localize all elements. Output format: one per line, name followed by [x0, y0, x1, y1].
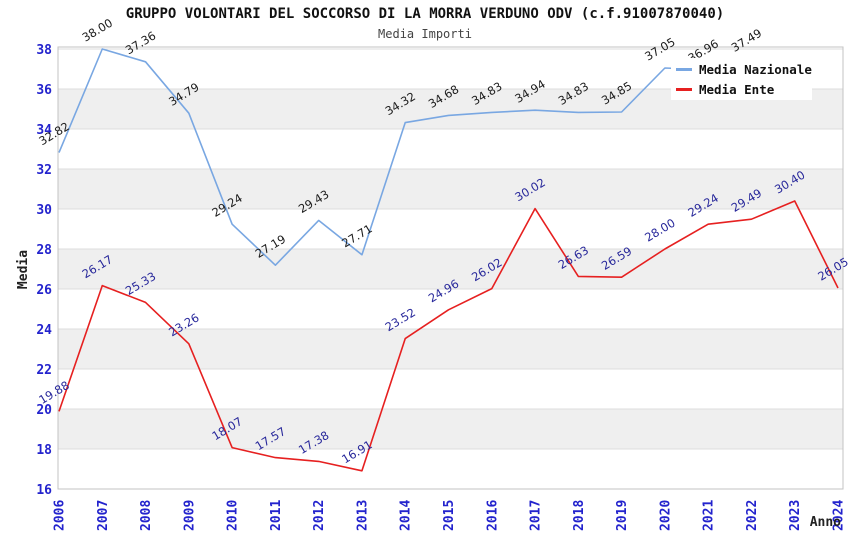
- media-nazionale-line: [58, 48, 752, 267]
- legend-label-media-ente: Media Ente: [699, 81, 775, 97]
- media-nazionale-point-label: 27.71: [339, 221, 374, 250]
- y-tick-label: 30: [36, 203, 52, 218]
- x-tick-label: 2007: [96, 500, 111, 531]
- x-tick-label: 2016: [485, 500, 500, 531]
- x-tick-label: 2011: [269, 500, 284, 531]
- y-tick-label: 38: [36, 43, 52, 58]
- grid-band: [58, 169, 843, 209]
- x-tick-label: 2021: [702, 500, 717, 531]
- y-tick-label: 16: [36, 483, 52, 498]
- y-tick-label: 34: [36, 123, 52, 138]
- y-tick-label: 36: [36, 83, 52, 98]
- y-tick-label: 32: [36, 163, 52, 178]
- y-tick-label: 20: [36, 403, 52, 418]
- chart-subtitle: Media Importi: [378, 27, 472, 41]
- chart-title: GRUPPO VOLONTARI DEL SOCCORSO DI LA MORR…: [125, 6, 725, 22]
- x-tick-label: 2014: [399, 500, 414, 531]
- x-tick-label: 2019: [615, 500, 630, 531]
- media-ente-line: [58, 200, 839, 472]
- y-tick-label: 18: [36, 443, 52, 458]
- y-tick-label: 24: [36, 323, 52, 338]
- legend-item-media-ente: Media Ente: [671, 82, 812, 97]
- media-ente-line-swatch: [676, 87, 692, 91]
- x-tick-label: 2024: [832, 500, 847, 531]
- y-tick-label: 28: [36, 243, 52, 258]
- y-axis-title: Media: [16, 249, 32, 290]
- x-tick-label: 2013: [355, 500, 370, 531]
- grid-band: [58, 249, 843, 289]
- media-nazionale-point-label: 37.36: [123, 28, 158, 57]
- x-tick-label: 2015: [442, 500, 457, 531]
- x-tick-label: 2018: [572, 500, 587, 531]
- grid-band: [58, 329, 843, 369]
- x-tick-label: 2020: [658, 500, 673, 531]
- legend-item-media-nazionale: Media Nazionale: [671, 62, 812, 77]
- x-tick-label: 2012: [312, 500, 327, 531]
- media-nazionale-point-label: 38.00: [80, 16, 115, 45]
- x-tick-label: 2010: [226, 500, 241, 531]
- media-nazionale-point-label: 37.49: [729, 26, 764, 55]
- legend-label-media-nazionale: Media Nazionale: [699, 61, 812, 77]
- x-tick-label: 2006: [53, 500, 68, 531]
- y-tick-label: 22: [36, 363, 52, 378]
- x-tick-label: 2023: [788, 500, 803, 531]
- x-tick-label: 2009: [182, 500, 197, 531]
- media-ente-point-label: 28.00: [642, 216, 677, 245]
- x-tick-label: 2017: [529, 500, 544, 531]
- media-ente-point-label: 19.88: [36, 378, 71, 407]
- grid-band: [58, 409, 843, 449]
- x-axis-title: Anno: [809, 515, 841, 530]
- media-nazionale-line-swatch: [676, 67, 692, 71]
- x-tick-label: 2022: [745, 500, 760, 531]
- y-tick-label: 26: [36, 283, 52, 298]
- plot-border: [57, 46, 844, 490]
- x-tick-label: 2008: [139, 500, 154, 531]
- legend: Media Nazionale Media Ente: [671, 58, 812, 100]
